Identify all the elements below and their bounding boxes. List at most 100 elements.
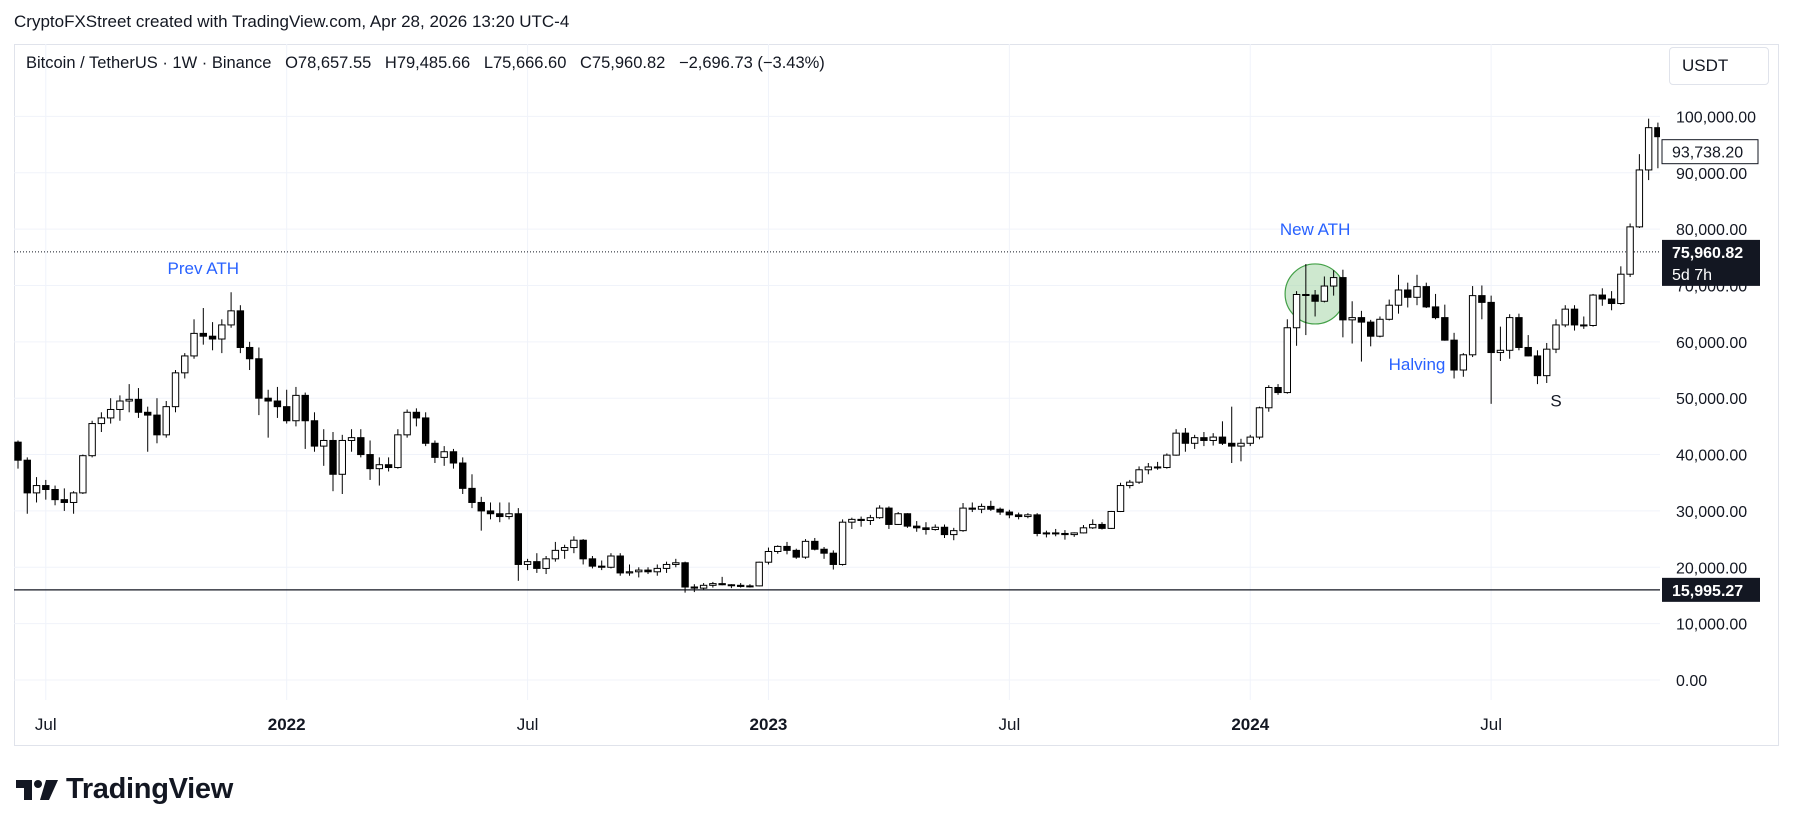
candle-body: [69, 492, 78, 503]
candle-body: [1524, 346, 1532, 357]
candle-body: [653, 567, 661, 573]
candle-body: [394, 434, 402, 469]
candle-body: [987, 505, 995, 510]
candle-body: [412, 411, 421, 419]
annotation-label: Halving: [1389, 355, 1446, 374]
candle-body: [51, 489, 59, 501]
candle-body: [1598, 294, 1607, 300]
candle-body: [746, 585, 754, 588]
candle-body: [338, 439, 346, 475]
candle-body: [588, 558, 597, 567]
candle-body: [42, 485, 50, 491]
candle-body: [1237, 442, 1245, 447]
candle-body: [1459, 354, 1468, 371]
candle-body: [171, 372, 180, 408]
candle-body: [950, 530, 958, 536]
candle-body: [1394, 289, 1403, 306]
candle-body: [486, 510, 495, 515]
candle-body: [885, 507, 893, 525]
candle-body: [264, 397, 272, 402]
candle-body: [931, 526, 939, 531]
candle-body: [597, 565, 606, 568]
y-tick-label: 0.00: [1676, 673, 1707, 690]
candle-body: [282, 406, 291, 422]
candle-body: [505, 513, 513, 518]
price-tag-label: 75,960.82: [1672, 245, 1743, 262]
candle-body: [32, 485, 41, 494]
candle-body: [940, 526, 949, 536]
candle-body: [857, 518, 865, 522]
candle-body: [959, 507, 967, 532]
y-tick-label: 30,000.00: [1676, 504, 1747, 521]
candle-body: [1644, 127, 1653, 171]
candle-body: [1431, 306, 1440, 319]
candle-body: [533, 561, 541, 569]
close-value: C75,960.82: [580, 54, 666, 72]
candle-body: [1302, 293, 1310, 296]
candle-body: [496, 513, 504, 518]
candle-body: [1487, 301, 1495, 354]
candle-body: [774, 545, 782, 552]
candle-body: [1070, 532, 1078, 536]
candle-body: [625, 571, 634, 574]
candle-body: [1404, 289, 1412, 298]
candle-body: [635, 569, 643, 573]
candle-body: [838, 521, 847, 565]
candle-body: [310, 420, 319, 447]
candle-body: [560, 547, 569, 551]
candle-body: [273, 400, 282, 408]
x-tick-label: Jul: [35, 715, 57, 734]
candle-body: [1061, 532, 1069, 536]
y-tick-label: 10,000.00: [1676, 617, 1747, 634]
price-tag: [1662, 577, 1760, 602]
candle-body: [913, 525, 921, 529]
candle-body: [1635, 169, 1644, 228]
candle-body: [1515, 317, 1523, 348]
candle-body: [551, 549, 560, 560]
candle-body: [875, 507, 884, 519]
x-tick-label: 2022: [268, 715, 306, 734]
candle-body: [1218, 436, 1227, 444]
candle-body: [1089, 523, 1097, 529]
candle-body: [153, 414, 161, 436]
chart-frame[interactable]: [14, 44, 1779, 746]
annotation-label: Prev ATH: [168, 259, 239, 278]
candle-body: [1496, 349, 1505, 354]
candle-body: [1589, 294, 1597, 326]
candle-body: [996, 508, 1004, 513]
candle-body: [1617, 273, 1625, 305]
candle-body: [181, 355, 189, 374]
x-tick-label: Jul: [517, 715, 539, 734]
candle-body: [208, 335, 217, 340]
candle-body: [190, 332, 198, 357]
candle-body: [1255, 407, 1264, 438]
low-value: L75,666.60: [483, 54, 567, 72]
candle-body: [366, 454, 374, 470]
candle-body: [116, 400, 124, 410]
currency-button[interactable]: USDT: [1669, 47, 1769, 85]
candle-body: [329, 439, 337, 475]
candle-body: [347, 437, 356, 441]
tradingview-logo[interactable]: TradingView: [16, 773, 233, 806]
y-tick-label: 50,000.00: [1676, 391, 1747, 408]
candle-body: [23, 459, 31, 494]
candle-body: [384, 464, 393, 469]
candle-body: [616, 555, 624, 574]
candle-body: [449, 451, 458, 464]
candle-body: [1135, 469, 1143, 483]
candle-body: [1441, 317, 1449, 341]
candle-body: [1413, 286, 1421, 298]
symbol-label[interactable]: Bitcoin / TetherUS · 1W · Binance: [26, 54, 272, 72]
candle-body: [79, 455, 87, 494]
candle-body: [1246, 436, 1254, 444]
candle-body: [431, 442, 439, 458]
high-value: H79,485.66: [384, 54, 471, 72]
candle-body: [1376, 318, 1384, 337]
candle-body: [88, 423, 96, 457]
candle-body: [801, 540, 810, 558]
candle-body: [1478, 295, 1486, 303]
y-tick-label: 90,000.00: [1676, 166, 1747, 183]
candle-body: [1320, 285, 1329, 302]
open-value: O78,657.55: [285, 54, 372, 72]
